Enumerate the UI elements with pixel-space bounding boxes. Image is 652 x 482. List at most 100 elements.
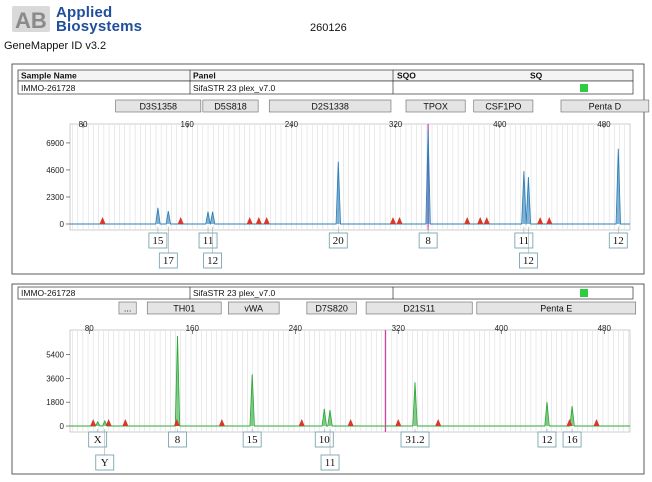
peak-0[interactable] — [96, 421, 100, 426]
allele-call-label: Y — [101, 457, 109, 469]
brand-block: AB Applied Biosystems GeneMapper ID v3.2 — [4, 4, 164, 52]
peak-1[interactable] — [166, 211, 170, 224]
allele-call-box-1[interactable] — [95, 454, 115, 471]
red-peak-marker-3 — [173, 419, 180, 426]
marker-box-2[interactable] — [228, 301, 280, 315]
allele-call-box-8[interactable] — [562, 431, 582, 448]
marker-box-5[interactable] — [476, 301, 637, 315]
peak-1[interactable] — [103, 420, 107, 426]
allele-call-label: 11 — [203, 235, 214, 247]
red-peak-marker-1 — [105, 419, 112, 426]
marker-box-5[interactable] — [560, 99, 650, 113]
y-tick-label: 0 — [60, 422, 65, 431]
marker-label: D5S818 — [214, 102, 247, 112]
plot-area — [69, 123, 631, 231]
peak-5[interactable] — [328, 410, 332, 426]
allele-call-box-4[interactable] — [314, 431, 334, 448]
red-peak-marker-4 — [263, 217, 270, 224]
peak-8[interactable] — [570, 406, 574, 426]
peak-7[interactable] — [545, 402, 549, 426]
panel-2-frame — [11, 283, 645, 475]
allele-call-label: 12 — [541, 434, 552, 446]
marker-label: vWA — [244, 304, 263, 314]
allele-call-label: 20 — [333, 235, 345, 247]
marker-label: TPOX — [423, 102, 448, 112]
marker-box-0[interactable] — [115, 99, 202, 113]
peak-7[interactable] — [526, 177, 531, 224]
allele-call-box-0[interactable] — [88, 431, 108, 448]
marker-label: Penta E — [540, 304, 572, 314]
marker-box-3[interactable] — [405, 99, 466, 113]
allele-call-box-3[interactable] — [203, 252, 223, 269]
x-tick-label: 480 — [598, 324, 612, 333]
peak-3[interactable] — [211, 211, 215, 224]
allele-call-box-6[interactable] — [400, 431, 430, 448]
y-tick-label: 5400 — [46, 351, 64, 360]
peak-4[interactable] — [322, 408, 326, 426]
marker-label: Penta D — [589, 102, 622, 112]
allele-call-box-3[interactable] — [242, 431, 262, 448]
peak-2[interactable] — [206, 211, 210, 224]
col-panel: Panel — [193, 71, 216, 81]
marker-box-3[interactable] — [306, 301, 357, 315]
marker-box-2[interactable] — [268, 99, 392, 113]
signal-trace — [70, 129, 630, 225]
y-tick-label: 4600 — [46, 166, 64, 175]
allele-call-box-2[interactable] — [168, 431, 187, 448]
allele-call-box-7[interactable] — [537, 431, 557, 448]
allele-call-label: X — [94, 434, 102, 446]
plot-area — [69, 329, 631, 433]
allele-call-label: 16 — [567, 434, 579, 446]
allele-call-box-7[interactable] — [519, 252, 538, 269]
allele-call-box-1[interactable] — [158, 252, 178, 269]
red-peak-marker-5 — [389, 217, 396, 224]
col-sq: SQ — [530, 71, 543, 81]
red-peak-marker-8 — [435, 419, 442, 426]
peak-6[interactable] — [413, 382, 417, 426]
red-peak-marker-8 — [477, 217, 484, 224]
allele-call-box-5[interactable] — [320, 454, 340, 471]
allele-call-label: 12 — [613, 235, 624, 247]
red-peak-marker-11 — [546, 217, 553, 224]
marker-box-1[interactable] — [202, 99, 259, 113]
marker-label: CSF1PO — [485, 102, 521, 112]
marker-box-1[interactable] — [146, 301, 222, 315]
peak-8[interactable] — [616, 148, 620, 224]
peak-2[interactable] — [175, 336, 180, 426]
x-tick-label: 400 — [495, 324, 509, 333]
panel-2-panel-value: SifaSTR 23 plex_v7.0 — [193, 288, 275, 298]
allele-call-label: 8 — [425, 235, 431, 247]
y-tick-label: 3600 — [46, 374, 64, 383]
marker-box-4[interactable] — [473, 99, 534, 113]
panel-2-sample-name: IMMO-261728 — [21, 288, 76, 298]
marker-label: D2S1338 — [311, 102, 349, 112]
signal-trace — [70, 335, 630, 427]
panel-2-header-table: IMMO-261728 SifaSTR 23 plex_v7.0 — [17, 286, 634, 300]
red-peak-marker-9 — [566, 419, 573, 426]
allele-call-box-0[interactable] — [148, 232, 168, 249]
run-id: 260126 — [310, 22, 347, 34]
allele-call-box-8[interactable] — [608, 232, 628, 249]
quality-flag — [580, 84, 588, 92]
allele-call-label: 12 — [523, 255, 534, 267]
marker-box-4[interactable] — [365, 301, 473, 315]
blue-dye-chart: D3S1358 D5S818 D2S1338 TPOX CSF1PO Penta D 8 0 1… — [46, 99, 650, 269]
allele-call-label: 31.2 — [405, 434, 424, 446]
marker-box-0[interactable] — [118, 301, 137, 315]
col-sqo: SQO — [397, 71, 416, 81]
allele-call-label: 17 — [163, 255, 175, 267]
red-peak-marker-10 — [593, 419, 600, 426]
peak-4[interactable] — [336, 161, 340, 224]
allele-call-box-4[interactable] — [328, 232, 348, 249]
marker-label: TH01 — [173, 304, 195, 314]
peak-6[interactable] — [522, 171, 526, 224]
peak-3[interactable] — [250, 374, 254, 426]
marker-label: D7S820 — [315, 304, 348, 314]
red-peak-marker-3 — [255, 217, 262, 224]
col-sample-name: Sample Name — [21, 71, 77, 81]
allele-call-label: 15 — [152, 235, 164, 247]
allele-call-box-5[interactable] — [418, 232, 438, 249]
peak-0[interactable] — [156, 207, 160, 224]
peak-5[interactable] — [426, 130, 430, 224]
red-peak-marker-4 — [218, 419, 225, 426]
